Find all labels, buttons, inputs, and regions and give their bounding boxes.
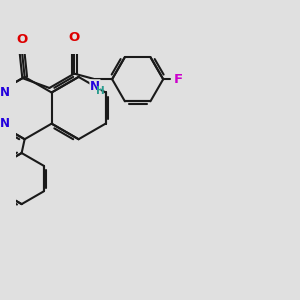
Text: F: F: [174, 73, 183, 86]
Text: H: H: [96, 86, 105, 96]
Text: N: N: [90, 80, 100, 93]
Text: O: O: [16, 34, 27, 46]
Text: N: N: [0, 117, 10, 130]
Text: N: N: [0, 86, 10, 99]
Text: O: O: [69, 32, 80, 44]
